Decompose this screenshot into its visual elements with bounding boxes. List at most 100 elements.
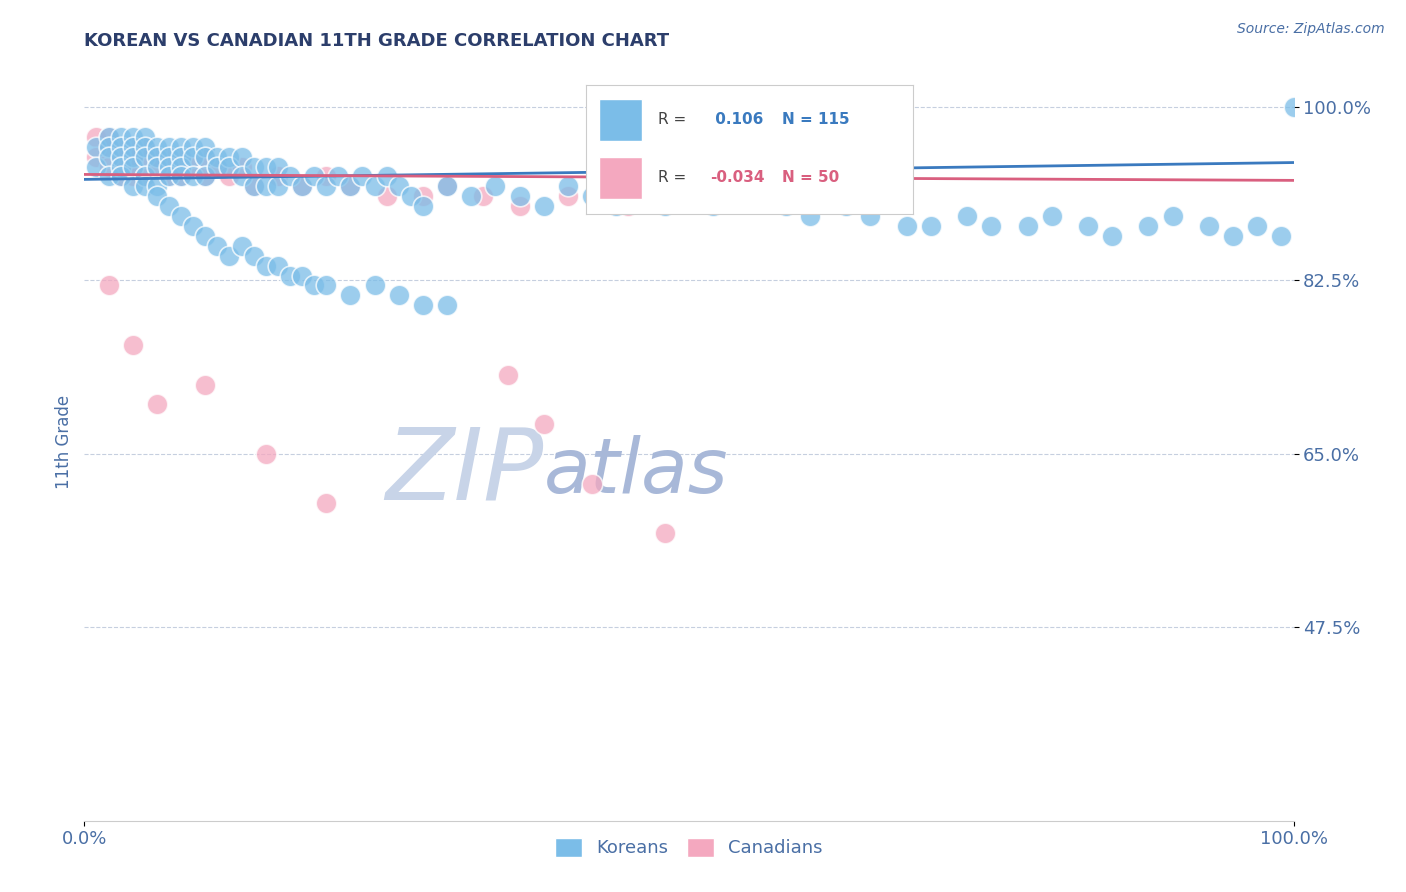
Point <box>194 169 217 184</box>
Point <box>496 368 519 382</box>
Point <box>533 199 555 213</box>
Point <box>1137 219 1160 233</box>
Point <box>557 179 579 194</box>
Point <box>399 189 422 203</box>
Point <box>242 160 264 174</box>
Point <box>207 150 229 164</box>
Point <box>231 239 253 253</box>
Point <box>436 179 458 194</box>
Point <box>859 209 882 223</box>
Point <box>110 150 132 164</box>
Legend: Koreans, Canadians: Koreans, Canadians <box>548 830 830 864</box>
Point <box>254 179 277 194</box>
Point <box>315 169 337 184</box>
Point <box>146 397 169 411</box>
Y-axis label: 11th Grade: 11th Grade <box>55 394 73 489</box>
Point <box>339 179 361 194</box>
Point <box>339 179 361 194</box>
Point <box>110 139 132 153</box>
Point <box>291 268 314 283</box>
Point <box>412 199 434 213</box>
Point <box>291 179 314 194</box>
Point <box>181 139 204 153</box>
Point <box>194 169 217 184</box>
Point <box>110 139 132 153</box>
Point <box>254 160 277 174</box>
Point <box>121 160 143 174</box>
Point <box>302 278 325 293</box>
Point <box>207 160 229 174</box>
Point <box>484 179 506 194</box>
Point <box>110 160 132 174</box>
Point <box>702 199 724 213</box>
Point <box>134 179 156 194</box>
Point <box>799 209 821 223</box>
Point <box>581 189 603 203</box>
Point <box>134 139 156 153</box>
Point <box>97 160 120 174</box>
Point <box>1222 228 1244 243</box>
Point <box>1040 209 1063 223</box>
Point <box>157 160 180 174</box>
Point <box>157 169 180 184</box>
Point <box>97 129 120 144</box>
Point <box>134 169 156 184</box>
Point <box>97 139 120 153</box>
Text: ZIP: ZIP <box>385 424 544 520</box>
Point <box>170 169 193 184</box>
Point <box>146 179 169 194</box>
Point <box>121 150 143 164</box>
Point <box>134 129 156 144</box>
Point <box>315 496 337 510</box>
Point <box>254 259 277 273</box>
Point <box>121 169 143 184</box>
Point <box>557 189 579 203</box>
Text: KOREAN VS CANADIAN 11TH GRADE CORRELATION CHART: KOREAN VS CANADIAN 11TH GRADE CORRELATIO… <box>84 32 669 50</box>
Point <box>194 228 217 243</box>
Point <box>1101 228 1123 243</box>
Point <box>121 139 143 153</box>
Point <box>231 160 253 174</box>
Point <box>170 150 193 164</box>
Point <box>86 160 108 174</box>
Point <box>86 139 108 153</box>
Point <box>218 160 240 174</box>
Text: atlas: atlas <box>544 435 728 508</box>
Point <box>956 209 979 223</box>
Point <box>146 160 169 174</box>
Point <box>278 169 301 184</box>
Point <box>509 189 531 203</box>
Point <box>121 129 143 144</box>
Point <box>254 447 277 461</box>
Point <box>231 150 253 164</box>
Point <box>436 179 458 194</box>
Point <box>121 338 143 352</box>
Point <box>509 199 531 213</box>
Point <box>97 139 120 153</box>
Point <box>146 139 169 153</box>
Point <box>181 219 204 233</box>
Point <box>110 129 132 144</box>
Point <box>146 150 169 164</box>
Point <box>533 417 555 432</box>
Point <box>134 169 156 184</box>
Point <box>218 150 240 164</box>
Point <box>170 209 193 223</box>
Point <box>315 278 337 293</box>
Point <box>775 199 797 213</box>
Point <box>170 150 193 164</box>
Point <box>1246 219 1268 233</box>
Point <box>194 150 217 164</box>
Point <box>181 150 204 164</box>
Point <box>738 189 761 203</box>
Point <box>605 199 627 213</box>
Point <box>920 219 942 233</box>
Point <box>146 160 169 174</box>
Point <box>170 139 193 153</box>
Point <box>388 288 411 302</box>
Point <box>110 169 132 184</box>
Point <box>218 169 240 184</box>
Point <box>291 179 314 194</box>
Point <box>218 249 240 263</box>
Point <box>157 150 180 164</box>
